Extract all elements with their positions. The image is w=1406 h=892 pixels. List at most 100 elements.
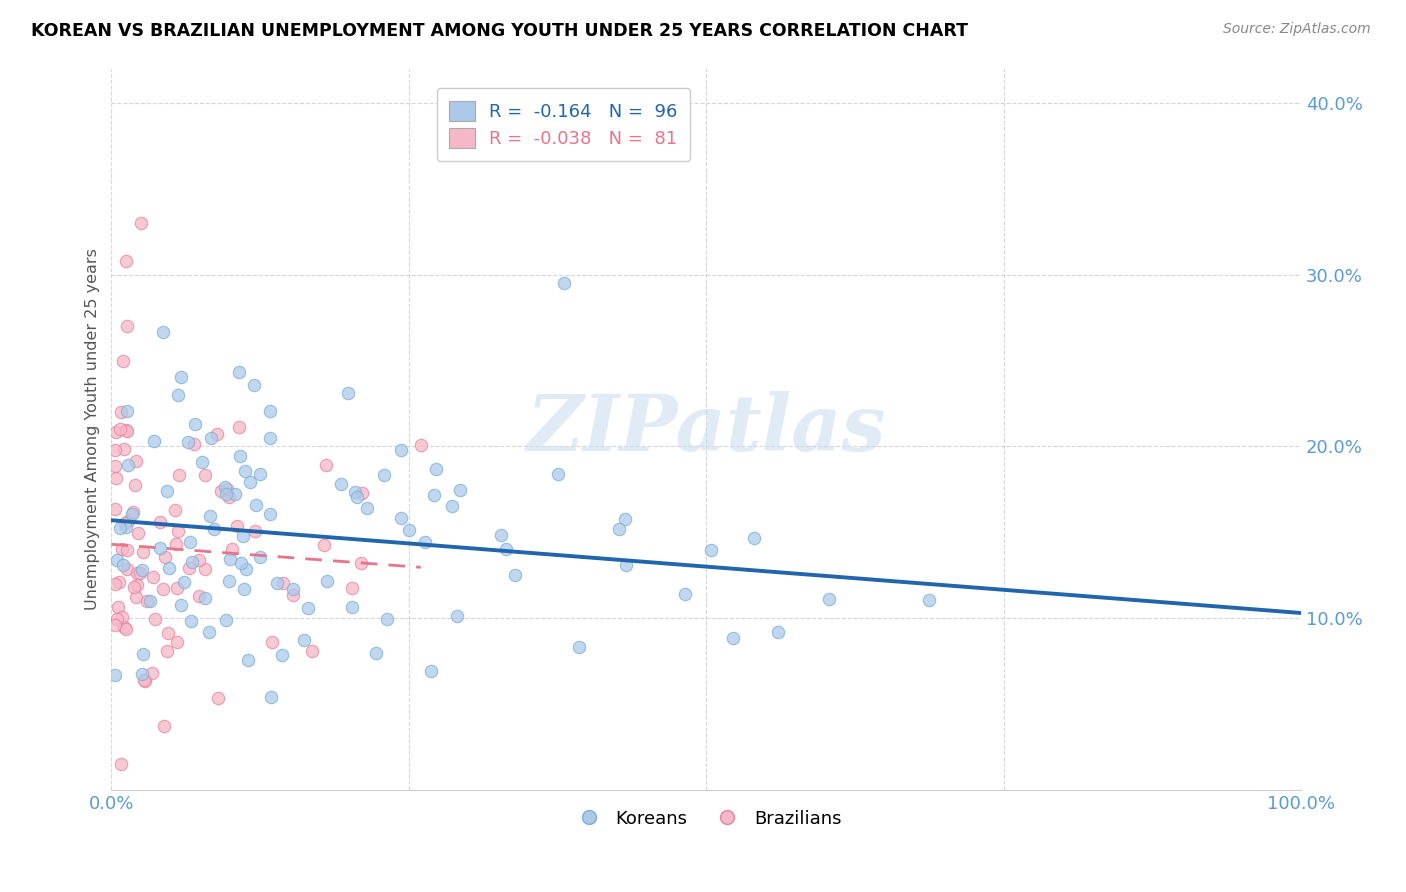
Point <box>190 455 212 469</box>
Point <box>232 582 254 596</box>
Point <box>110 405 132 419</box>
Point <box>105 612 128 626</box>
Point <box>165 502 187 516</box>
Point <box>245 499 267 513</box>
Point <box>115 520 138 534</box>
Point <box>127 525 149 540</box>
Point <box>243 378 266 392</box>
Point <box>111 541 134 556</box>
Point <box>166 581 188 595</box>
Point <box>409 438 432 452</box>
Point <box>673 586 696 600</box>
Point <box>215 486 238 500</box>
Point <box>128 566 150 581</box>
Point <box>125 590 148 604</box>
Point <box>249 549 271 564</box>
Point <box>505 568 527 582</box>
Point <box>607 522 630 536</box>
Point <box>292 632 315 647</box>
Point <box>104 501 127 516</box>
Point <box>568 640 591 654</box>
Point <box>266 575 288 590</box>
Point <box>135 593 157 607</box>
Point <box>124 478 146 492</box>
Point <box>105 553 128 567</box>
Point <box>259 404 281 418</box>
Point <box>179 535 201 549</box>
Point <box>389 511 412 525</box>
Point <box>115 543 138 558</box>
Point <box>209 483 232 498</box>
Point <box>364 647 387 661</box>
Point <box>107 599 129 614</box>
Point <box>239 475 262 490</box>
Point <box>218 574 240 588</box>
Point <box>194 467 217 482</box>
Point <box>259 507 281 521</box>
Point <box>107 574 129 589</box>
Point <box>142 570 165 584</box>
Point <box>153 550 176 565</box>
Point <box>143 434 166 448</box>
Point <box>413 535 436 549</box>
Point <box>233 464 256 478</box>
Point <box>340 600 363 615</box>
Point <box>152 582 174 596</box>
Point <box>156 626 179 640</box>
Text: ZIPatlas: ZIPatlas <box>527 391 886 467</box>
Point <box>127 578 149 592</box>
Point <box>215 613 238 627</box>
Point <box>121 507 143 521</box>
Point <box>232 529 254 543</box>
Point <box>188 589 211 603</box>
Point <box>117 562 139 576</box>
Text: Source: ZipAtlas.com: Source: ZipAtlas.com <box>1223 22 1371 37</box>
Point <box>129 216 152 230</box>
Point <box>270 648 292 662</box>
Point <box>373 467 395 482</box>
Point <box>217 482 239 496</box>
Point <box>226 519 249 533</box>
Point <box>262 635 284 649</box>
Point <box>297 601 319 615</box>
Point <box>121 505 143 519</box>
Point <box>194 562 217 576</box>
Point <box>157 560 180 574</box>
Point <box>446 608 468 623</box>
Point <box>143 612 166 626</box>
Point <box>132 647 155 661</box>
Point <box>219 552 242 566</box>
Point <box>271 575 294 590</box>
Point <box>207 691 229 706</box>
Point <box>152 325 174 339</box>
Point <box>198 624 221 639</box>
Point <box>238 653 260 667</box>
Point <box>194 591 217 606</box>
Point <box>117 404 139 418</box>
Point <box>218 491 240 505</box>
Point <box>337 385 360 400</box>
Point <box>329 476 352 491</box>
Point <box>115 423 138 437</box>
Point <box>283 588 305 602</box>
Point <box>205 427 228 442</box>
Point <box>117 515 139 529</box>
Point <box>122 580 145 594</box>
Point <box>200 509 222 524</box>
Point <box>243 524 266 538</box>
Point <box>346 490 368 504</box>
Point <box>356 500 378 515</box>
Point <box>425 462 447 476</box>
Point <box>301 644 323 658</box>
Point <box>184 417 207 431</box>
Point <box>111 609 134 624</box>
Point <box>343 485 366 500</box>
Point <box>224 487 246 501</box>
Point <box>112 442 135 456</box>
Point <box>149 516 172 530</box>
Point <box>614 558 637 572</box>
Point <box>127 566 149 580</box>
Point <box>350 486 373 500</box>
Point <box>489 527 512 541</box>
Point <box>188 553 211 567</box>
